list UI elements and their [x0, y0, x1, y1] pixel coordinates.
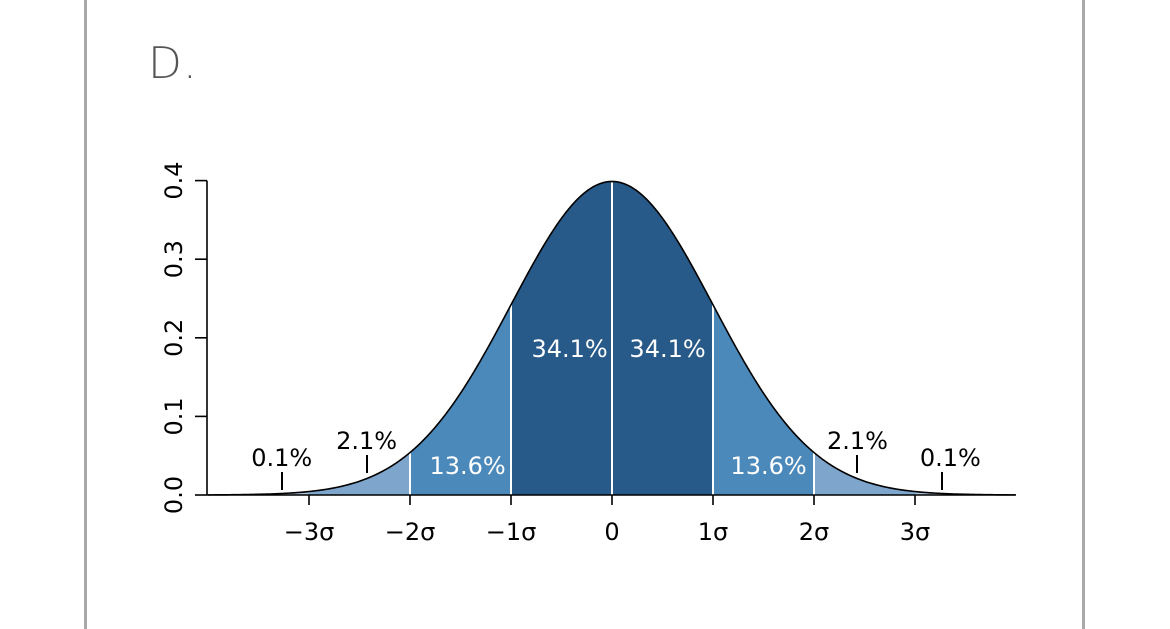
x-tick-label: 2σ	[799, 518, 829, 546]
option-label[interactable]: D.	[148, 38, 198, 89]
region-6	[814, 452, 915, 495]
y-tick-label: 0.3	[160, 240, 188, 278]
region-1	[309, 452, 410, 495]
percent-label: 2.1%	[336, 427, 397, 455]
right-border	[1082, 0, 1085, 629]
x-tick-label: −2σ	[385, 518, 436, 546]
x-tick-label: −1σ	[486, 518, 537, 546]
x-tick-label: 0	[604, 518, 619, 546]
x-tick-label: −3σ	[284, 518, 335, 546]
y-tick-label: 0.4	[160, 162, 188, 200]
percent-label: 13.6%	[429, 452, 505, 480]
percent-label: 34.1%	[629, 335, 705, 363]
y-tick-label: 0.1	[160, 397, 188, 435]
density-curve	[207, 180, 1017, 496]
left-border	[84, 0, 87, 629]
percent-label: 0.1%	[920, 444, 981, 472]
percent-label: 0.1%	[251, 444, 312, 472]
y-tick-label: 0.0	[160, 476, 188, 514]
x-tick-label: 1σ	[698, 518, 728, 546]
percent-label: 13.6%	[730, 452, 806, 480]
percent-label: 34.1%	[531, 335, 607, 363]
y-tick-label: 0.2	[160, 319, 188, 357]
x-tick-label: 3σ	[900, 518, 930, 546]
percent-label: 2.1%	[827, 427, 888, 455]
